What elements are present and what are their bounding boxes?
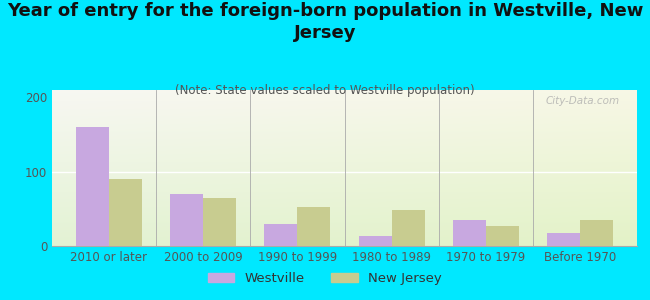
Bar	[297, 207, 330, 246]
Bar	[486, 226, 519, 246]
Bar	[109, 179, 142, 246]
Bar	[265, 224, 297, 246]
Bar	[580, 220, 614, 246]
Bar	[75, 127, 109, 246]
Text: City-Data.com: City-Data.com	[545, 96, 619, 106]
Bar	[453, 220, 486, 246]
Bar	[392, 210, 424, 246]
Bar	[547, 232, 580, 246]
Bar	[359, 236, 392, 246]
Text: (Note: State values scaled to Westville population): (Note: State values scaled to Westville …	[176, 84, 474, 97]
Bar	[170, 194, 203, 246]
Bar	[203, 198, 236, 246]
Legend: Westville, New Jersey: Westville, New Jersey	[203, 267, 447, 290]
Text: Year of entry for the foreign-born population in Westville, New
Jersey: Year of entry for the foreign-born popul…	[6, 2, 644, 42]
